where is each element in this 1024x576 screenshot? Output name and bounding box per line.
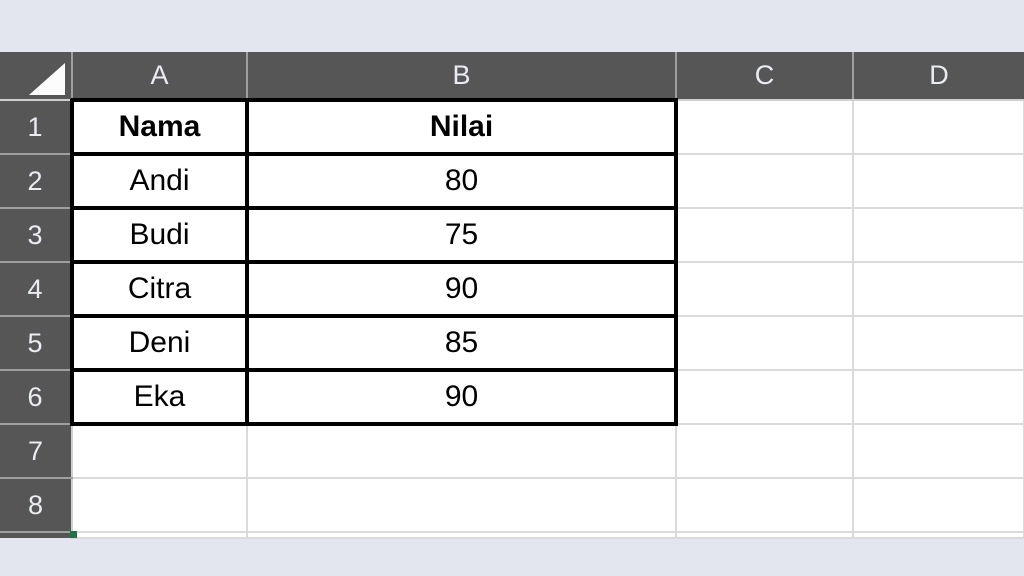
cell-a1[interactable]: Nama — [70, 98, 249, 156]
cell-a2[interactable]: Andi — [70, 152, 249, 210]
cell-a3[interactable]: Budi — [70, 206, 249, 264]
sheet-row-7: 7 — [0, 423, 1024, 479]
sheet-row-9-partial — [0, 531, 1024, 539]
row-header-9[interactable] — [0, 532, 73, 538]
cell-c8[interactable] — [675, 477, 854, 533]
cell-a4[interactable]: Citra — [70, 260, 249, 318]
cell-d4[interactable] — [852, 261, 1024, 317]
sheet-row-4: 4 Citra 90 — [0, 260, 1024, 318]
row-header-3[interactable]: 3 — [0, 208, 73, 263]
column-header-d[interactable]: D — [853, 52, 1024, 101]
cell-c6[interactable] — [675, 369, 854, 425]
cell-b5[interactable]: 85 — [245, 314, 678, 372]
bottom-margin-band — [0, 538, 1024, 576]
cell-c9[interactable] — [675, 531, 854, 539]
sheet-row-5: 5 Deni 85 — [0, 314, 1024, 372]
cell-c4[interactable] — [675, 261, 854, 317]
row-header-4[interactable]: 4 — [0, 262, 73, 317]
row-header-1[interactable]: 1 — [0, 100, 73, 155]
cell-d6[interactable] — [852, 369, 1024, 425]
cell-c5[interactable] — [675, 315, 854, 371]
cell-a5[interactable]: Deni — [70, 314, 249, 372]
cell-a6[interactable]: Eka — [70, 368, 249, 426]
worksheet-grid: A B C D 1 Nama Nilai 2 Andi 80 3 — [0, 52, 1024, 539]
cell-a8[interactable] — [71, 477, 248, 533]
sheet-row-8: 8 — [0, 477, 1024, 533]
cell-c1[interactable] — [675, 99, 854, 155]
cell-c7[interactable] — [675, 423, 854, 479]
select-all-corner[interactable] — [0, 52, 73, 101]
cell-d3[interactable] — [852, 207, 1024, 263]
fill-handle[interactable] — [70, 531, 77, 538]
sheet-row-3: 3 Budi 75 — [0, 206, 1024, 264]
cell-c3[interactable] — [675, 207, 854, 263]
sheet-row-6: 6 Eka 90 — [0, 368, 1024, 426]
cell-d2[interactable] — [852, 153, 1024, 209]
cell-a9[interactable] — [71, 531, 248, 539]
row-header-8[interactable]: 8 — [0, 478, 73, 533]
column-header-a[interactable]: A — [72, 52, 248, 101]
row-header-5[interactable]: 5 — [0, 316, 73, 371]
cell-b6[interactable]: 90 — [245, 368, 678, 426]
cell-d7[interactable] — [852, 423, 1024, 479]
cell-d1[interactable] — [852, 99, 1024, 155]
row-header-6[interactable]: 6 — [0, 370, 73, 425]
select-all-triangle-icon — [29, 63, 65, 95]
sheet-row-2: 2 Andi 80 — [0, 152, 1024, 210]
column-header-b[interactable]: B — [247, 52, 677, 101]
column-header-c[interactable]: C — [676, 52, 854, 101]
cell-d9[interactable] — [852, 531, 1024, 539]
cell-b8[interactable] — [246, 477, 677, 533]
cell-b9[interactable] — [246, 531, 677, 539]
row-header-2[interactable]: 2 — [0, 154, 73, 209]
cell-b1[interactable]: Nilai — [245, 98, 678, 156]
cell-a7[interactable] — [71, 423, 248, 479]
column-header-row: A B C D — [0, 52, 1024, 101]
cell-d5[interactable] — [852, 315, 1024, 371]
cell-b2[interactable]: 80 — [245, 152, 678, 210]
cell-c2[interactable] — [675, 153, 854, 209]
top-margin-band — [0, 0, 1024, 52]
cell-b3[interactable]: 75 — [245, 206, 678, 264]
cell-b7[interactable] — [246, 423, 677, 479]
cell-d8[interactable] — [852, 477, 1024, 533]
row-header-7[interactable]: 7 — [0, 424, 73, 479]
sheet-row-1: 1 Nama Nilai — [0, 98, 1024, 156]
cell-b4[interactable]: 90 — [245, 260, 678, 318]
